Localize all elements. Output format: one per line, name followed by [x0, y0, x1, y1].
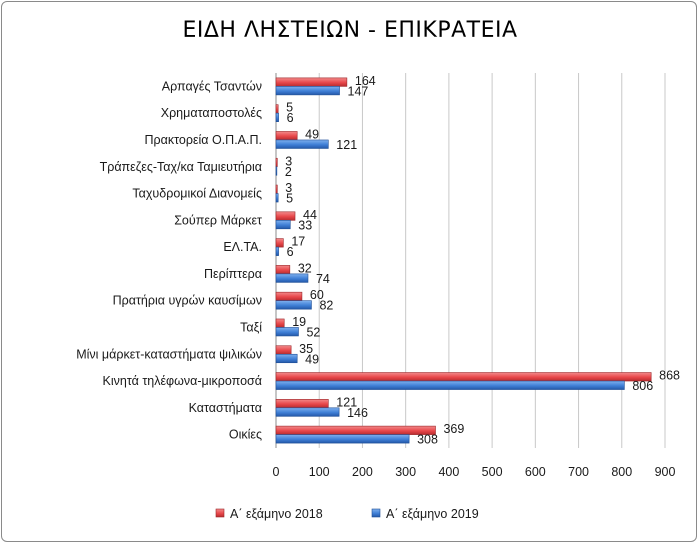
category-label: Ταξί — [240, 320, 262, 334]
category-label: ΕΛ.ΤΑ. — [223, 240, 262, 254]
category-label: Αρπαγές Τσαντών — [162, 79, 262, 93]
category-label: Ταχυδρομικοί Διανομείς — [132, 187, 262, 201]
bar — [275, 353, 298, 364]
category-label: Καταστήματα — [189, 401, 262, 415]
bars — [275, 77, 652, 444]
data-label: 3 — [285, 154, 292, 168]
x-tick-label: 400 — [438, 465, 459, 479]
category-label: Κινητά τηλέφωνα-μικροποσά — [103, 374, 262, 388]
data-labels: 1641475649121323544331763274608219523549… — [285, 74, 680, 447]
data-label: 44 — [303, 208, 317, 222]
bar — [275, 86, 340, 96]
category-label: Πρατήρια υγρών καυσίμων — [113, 294, 262, 308]
category-label: Οικίες — [229, 428, 262, 442]
category-label: Χρηματαποστολές — [161, 106, 262, 120]
data-label: 5 — [286, 192, 293, 206]
data-label: 60 — [310, 288, 324, 302]
chart-title: ΕΙΔΗ ΛΗΣΤΕΙΩΝ - ΕΠΙΚΡΑΤΕΙΑ — [182, 18, 518, 43]
data-label: 74 — [316, 272, 330, 286]
bar — [275, 265, 291, 275]
data-label: 17 — [291, 235, 305, 249]
data-label: 33 — [298, 218, 312, 232]
bar — [275, 345, 292, 355]
bar — [275, 327, 299, 337]
data-label: 6 — [287, 245, 294, 259]
bar — [275, 318, 285, 328]
x-tick-label: 900 — [655, 465, 676, 479]
category-label: Τράπεζες-Ταχ/κα Ταμιευτήρια — [100, 160, 262, 174]
bar — [275, 238, 284, 248]
bar — [275, 291, 303, 301]
bar — [275, 273, 309, 283]
x-tick-label: 300 — [395, 465, 416, 479]
data-label: 82 — [319, 299, 333, 313]
data-label: 49 — [305, 352, 319, 366]
bar — [275, 220, 291, 230]
data-label: 3 — [285, 181, 292, 195]
data-label: 868 — [659, 369, 680, 383]
bar — [275, 300, 312, 310]
category-label: Σούπερ Μάρκετ — [174, 213, 262, 227]
legend: Α΄ εξάμηνο 2018 Α΄ εξάμηνο 2019 — [215, 507, 479, 521]
bar — [275, 380, 625, 390]
data-label: 49 — [305, 127, 319, 141]
bar — [275, 139, 329, 149]
data-label: 19 — [292, 315, 306, 329]
legend-swatch — [215, 508, 225, 518]
data-label: 146 — [347, 406, 368, 420]
data-label: 5 — [286, 101, 293, 115]
bar — [275, 157, 278, 168]
category-label: Περίπτερα — [204, 267, 262, 281]
gridlines — [275, 73, 666, 448]
bar — [275, 211, 296, 221]
x-tick-label: 100 — [309, 465, 330, 479]
bar — [275, 372, 652, 382]
legend-label: Α΄ εξάμηνο 2019 — [386, 507, 479, 521]
category-label: Πρακτορεία Ο.Π.Α.Π. — [145, 133, 263, 147]
data-label: 2 — [285, 165, 292, 179]
x-tick-label: 600 — [525, 465, 546, 479]
x-tick-label: 800 — [611, 465, 632, 479]
data-label: 6 — [287, 111, 294, 125]
data-label: 147 — [348, 84, 369, 98]
bar — [275, 407, 340, 417]
data-label: 35 — [299, 342, 313, 356]
x-tick-labels: 0 100 200 300 400 500 600 700 800 900 — [273, 465, 676, 479]
data-label: 164 — [355, 74, 376, 88]
data-label: 121 — [336, 138, 357, 152]
bar — [275, 246, 279, 256]
legend-label: Α΄ εξάμηνο 2018 — [230, 507, 323, 521]
bar — [275, 77, 348, 87]
data-label: 121 — [336, 395, 357, 409]
bar — [275, 104, 279, 114]
x-tick-label: 0 — [273, 465, 280, 479]
category-label: Μίνι μάρκετ-καταστήματα ψιλικών — [76, 347, 262, 361]
bar — [275, 131, 298, 141]
bar — [275, 425, 436, 435]
legend-swatch — [371, 508, 381, 518]
x-tick-label: 200 — [352, 465, 373, 479]
bar — [275, 184, 278, 194]
data-label: 52 — [306, 325, 320, 339]
data-label: 369 — [443, 422, 464, 436]
data-label: 32 — [298, 261, 312, 275]
bar — [275, 112, 279, 122]
bar — [275, 193, 279, 203]
bar — [275, 399, 329, 409]
data-label: 308 — [417, 433, 438, 447]
category-labels: Αρπαγές Τσαντών Χρηματαποστολές Πρακτορεία… — [76, 79, 262, 441]
bar — [275, 434, 410, 444]
bar — [275, 166, 278, 176]
x-tick-label: 700 — [568, 465, 589, 479]
data-label: 806 — [632, 379, 653, 393]
x-tick-label: 500 — [482, 465, 503, 479]
